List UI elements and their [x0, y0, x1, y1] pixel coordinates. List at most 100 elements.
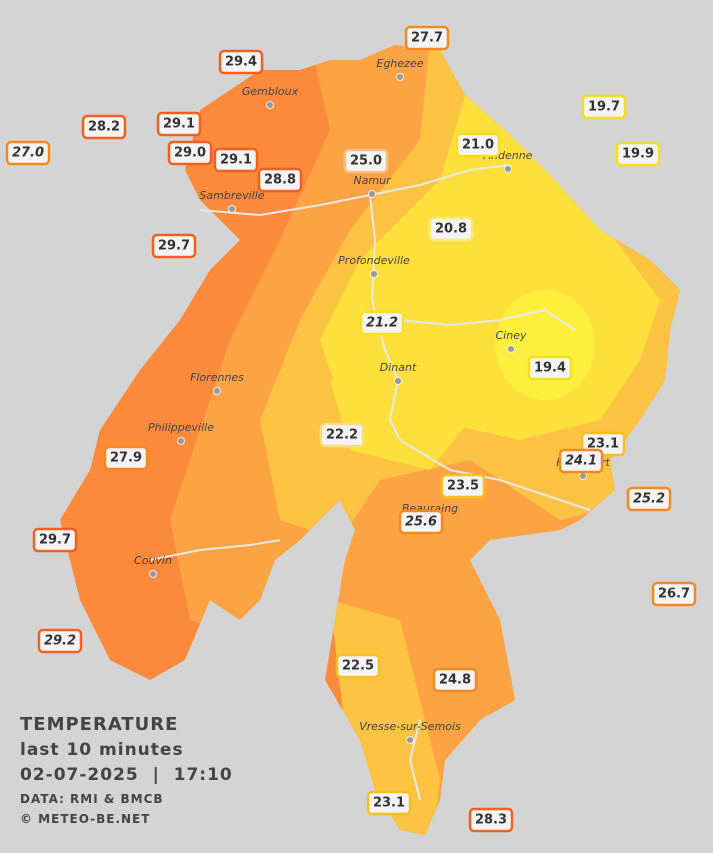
station-box [626, 486, 672, 512]
town-name: Namur [353, 174, 392, 187]
town-name: Sambreville [199, 189, 264, 202]
station-value: 29.0 [174, 146, 206, 161]
station-value: 20.8 [435, 222, 467, 237]
station-box [404, 25, 450, 51]
station-value: 25.0 [350, 154, 382, 169]
station: 23.5 [440, 473, 486, 499]
station-box [218, 49, 264, 75]
station-box [343, 148, 389, 174]
town-dot [368, 190, 376, 198]
station: 25.0 [343, 148, 389, 174]
town-dot [177, 437, 185, 445]
station-box [615, 141, 661, 167]
town-name: Profondeville [338, 254, 410, 267]
station: 29.1 [156, 111, 202, 137]
station-box [37, 628, 83, 654]
town-name: Eghezee [377, 57, 424, 70]
station: 19.4 [527, 355, 573, 381]
station-box [257, 167, 303, 193]
town-name: Florennes [190, 371, 244, 384]
station: 27.9 [103, 445, 149, 471]
station-value: 29.1 [163, 117, 195, 132]
station: 26.7 [651, 581, 697, 607]
station: 27.7 [404, 25, 450, 51]
station: 25.6 [398, 509, 444, 535]
town-dot [504, 165, 512, 173]
station-value: 27.9 [110, 451, 142, 466]
town-dot [396, 73, 404, 81]
data-source: DATA: RMI & BMCB [20, 792, 164, 806]
station: 29.4 [218, 49, 264, 75]
station-box [32, 527, 78, 553]
station-box [432, 667, 478, 693]
station-value: 28.8 [264, 173, 296, 188]
station: 22.2 [319, 422, 365, 448]
station-value: 24.1 [565, 454, 597, 469]
station: 24.1 [558, 448, 604, 474]
station-value: 21.2 [366, 316, 398, 331]
town-dot [149, 570, 157, 578]
station: 29.1 [213, 147, 259, 173]
station-value: 28.2 [88, 120, 120, 135]
station: 29.0 [167, 140, 213, 166]
station-value: 27.7 [411, 31, 443, 46]
credit: © METEO-BE.NET [20, 812, 150, 826]
town-dot [406, 736, 414, 744]
station: 29.7 [32, 527, 78, 553]
station-value: 29.2 [44, 634, 76, 649]
station-box [103, 445, 149, 471]
station-box [651, 581, 697, 607]
station-value: 25.6 [405, 515, 437, 530]
town-dot [394, 377, 402, 385]
subtitle: last 10 minutes [20, 740, 184, 760]
legend-block: TEMPERATURE last 10 minutes 02-07-2025 |… [20, 714, 233, 826]
station-box [558, 448, 604, 474]
station-box [81, 114, 127, 140]
station-value: 19.4 [534, 361, 566, 376]
town-name: Ciney [496, 329, 527, 342]
station-value: 22.2 [326, 428, 358, 443]
station-box [156, 111, 202, 137]
town-dot [507, 345, 515, 353]
station-value: 29.7 [158, 239, 190, 254]
station-value: 23.5 [447, 479, 479, 494]
town-dot [370, 270, 378, 278]
station-box [5, 140, 51, 166]
town-name: Vresse-sur-Semois [359, 720, 461, 733]
station-value: 27.0 [12, 146, 44, 161]
station-value: 25.2 [633, 492, 665, 507]
station-box [440, 473, 486, 499]
station-box [359, 310, 405, 336]
station-value: 28.3 [475, 813, 507, 828]
station-value: 21.0 [462, 138, 494, 153]
title: TEMPERATURE [20, 714, 178, 735]
station-value: 29.7 [39, 533, 71, 548]
timestamp: 02-07-2025 | 17:10 [20, 765, 233, 785]
station: 19.9 [615, 141, 661, 167]
station-value: 23.1 [587, 437, 619, 452]
town-dot [228, 205, 236, 213]
station: 21.2 [359, 310, 405, 336]
station: 29.7 [151, 233, 197, 259]
station: 27.0 [5, 140, 51, 166]
station-value: 19.9 [622, 147, 654, 162]
station: 24.8 [432, 667, 478, 693]
station-value: 29.4 [225, 55, 257, 70]
station: 28.3 [468, 807, 514, 833]
town-name: Couvin [134, 554, 172, 567]
station: 28.8 [257, 167, 303, 193]
town-dot [579, 472, 587, 480]
station-value: 24.8 [439, 673, 471, 688]
station-box [581, 94, 627, 120]
town-name: Dinant [380, 361, 417, 374]
station-box [527, 355, 573, 381]
station: 23.1 [366, 790, 412, 816]
station-box [213, 147, 259, 173]
station: 21.0 [455, 132, 501, 158]
station: 22.5 [335, 653, 381, 679]
station: 25.2 [626, 486, 672, 512]
station-value: 22.5 [342, 659, 374, 674]
station-value: 23.1 [373, 796, 405, 811]
station-value: 29.1 [220, 153, 252, 168]
